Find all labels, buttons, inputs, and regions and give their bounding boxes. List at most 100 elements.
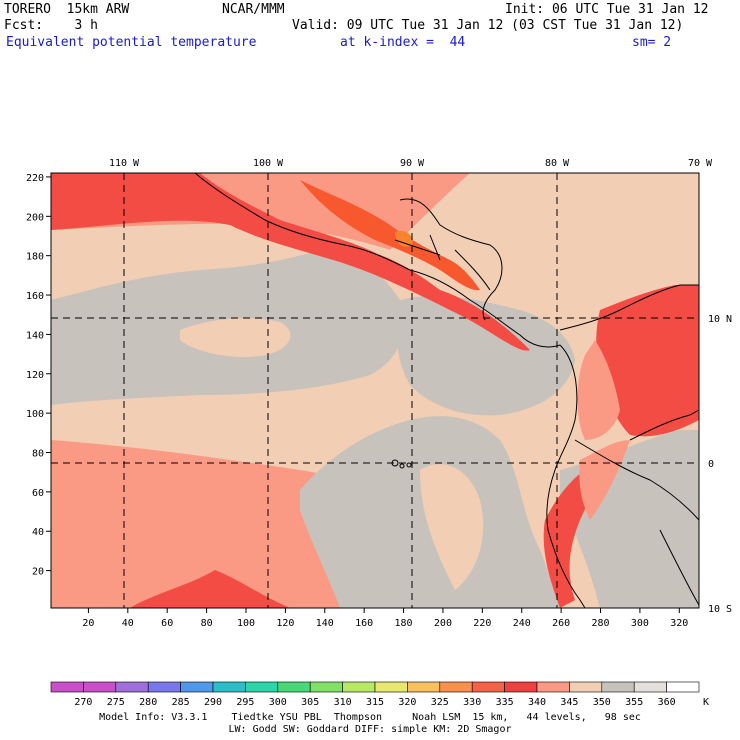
contour-350-pacific: [397, 295, 575, 416]
valid-time: Valid: 09 UTC Tue 31 Jan 12 (03 CST Tue …: [292, 18, 684, 33]
colorbar-label-355: 355: [625, 697, 643, 708]
lat-label-0: 0: [708, 459, 714, 470]
contour-340-peru: [579, 440, 630, 520]
coastline-caribbean: [399, 198, 503, 321]
y-tick-label-40: 40: [32, 527, 44, 538]
colorbar-label-310: 310: [334, 697, 352, 708]
x-tick-label-40: 40: [122, 618, 134, 629]
colorbar-swatch-6: [245, 681, 279, 693]
x-tick-label-20: 20: [82, 618, 94, 629]
x-tick-label-260: 260: [552, 618, 570, 629]
colorbar-label-290: 290: [204, 697, 222, 708]
colorbar-swatch-17: [601, 681, 635, 693]
lon-label-80w: 80 W: [545, 158, 570, 169]
contour-335-south: [130, 570, 290, 608]
colorbar-swatch-2: [115, 681, 149, 693]
colorbar-label-335: 335: [496, 697, 514, 708]
x-tick-label-240: 240: [513, 618, 531, 629]
border-central-america: [394, 234, 491, 291]
x-tick-label-180: 180: [395, 618, 413, 629]
x-tick-label-320: 320: [670, 618, 688, 629]
y-tick-label-140: 140: [26, 330, 44, 341]
y-tick-label-100: 100: [26, 409, 44, 420]
forecast-hour: Fcst: 3 h: [4, 18, 98, 33]
y-tick-label-80: 80: [32, 449, 44, 460]
contour-325-spot: [395, 230, 413, 247]
contour-345-wedge: [420, 464, 484, 590]
colorbar-swatch-16: [569, 681, 603, 693]
shaded-field: [51, 173, 699, 608]
y-tick-label-200: 200: [26, 212, 44, 223]
x-tick-label-200: 200: [434, 618, 452, 629]
colorbar-label-330: 330: [463, 697, 481, 708]
border-colombia-peru: [574, 439, 700, 521]
lon-label-110w: 110 W: [109, 158, 140, 169]
colorbar-swatch-3: [147, 681, 181, 693]
coastline-mexico: [194, 172, 561, 348]
level-label: at k-index = 44: [340, 35, 466, 50]
colorbar-label-280: 280: [139, 697, 157, 708]
field-name: Equivalent potential temperature: [6, 35, 257, 50]
colorbar-swatch-7: [277, 681, 311, 693]
colorbar-swatch-15: [536, 681, 570, 693]
colorbar-label-275: 275: [107, 697, 125, 708]
y-tick-label-220: 220: [26, 173, 44, 184]
x-tick-label-220: 220: [473, 618, 491, 629]
colorbar-label-315: 315: [366, 697, 384, 708]
y-tick-label-20: 20: [32, 567, 44, 578]
colorbar-swatch-12: [439, 681, 473, 693]
x-tick-label-120: 120: [276, 618, 294, 629]
x-grid-ticks: 20 40 60 80 100 120 140 160 180 200 220 240 260 280 30…: [82, 608, 688, 629]
x-tick-label-60: 60: [161, 618, 173, 629]
colorbar-swatch-8: [309, 681, 343, 693]
colorbar-swatch-19: [666, 681, 700, 693]
contour-330-central-america: [300, 180, 480, 291]
colorbar-swatch-11: [407, 681, 441, 693]
colorbar: 270 275 280 285 290 295 300 305 310 315 320 325 330 3…: [50, 681, 709, 708]
colorbar-swatch-5: [212, 681, 246, 693]
lat-label-10n: 10 N: [708, 314, 732, 325]
y-tick-label-160: 160: [26, 291, 44, 302]
y-grid-ticks: 20 40 60 80 100 120 140 160 180 200 220: [26, 173, 51, 578]
galapagos: [391, 459, 412, 469]
colorbar-label-360: 360: [658, 697, 676, 708]
colorbar-label-340: 340: [528, 697, 546, 708]
x-tick-label-80: 80: [201, 618, 213, 629]
colorbar-label-270: 270: [74, 697, 92, 708]
colorbar-unit: K: [703, 697, 709, 708]
model-info-line2: LW: Godd SW: Goddard DIFF: simple KM: 2D…: [228, 724, 512, 735]
colorbar-label-305: 305: [301, 697, 319, 708]
colorbar-label-320: 320: [398, 697, 416, 708]
contour-335-colombia: [596, 285, 699, 437]
colorbar-label-285: 285: [172, 697, 190, 708]
x-tick-label-140: 140: [316, 618, 334, 629]
y-tick-label-120: 120: [26, 370, 44, 381]
y-tick-label-60: 60: [32, 488, 44, 499]
contour-335-mexico: [51, 173, 530, 351]
colorbar-label-350: 350: [593, 697, 611, 708]
colorbar-label-345: 345: [560, 697, 578, 708]
colorbar-swatch-4: [180, 681, 214, 693]
x-tick-label-300: 300: [631, 618, 649, 629]
model-title: TORERO 15km ARW: [4, 2, 130, 17]
plot-frame: [50, 172, 700, 609]
colorbar-swatch-9: [342, 681, 376, 693]
colorbar-label-295: 295: [236, 697, 254, 708]
colorbar-label-300: 300: [269, 697, 287, 708]
colorbar-label-325: 325: [431, 697, 449, 708]
x-tick-label-160: 160: [355, 618, 373, 629]
contour-345-inner: [180, 318, 291, 358]
colorbar-swatch-13: [471, 681, 505, 693]
coastlines: [194, 172, 700, 609]
colorbar-swatch-18: [633, 681, 667, 693]
y-tick-label-180: 180: [26, 252, 44, 263]
contour-335-northwest: [51, 173, 150, 222]
lon-label-100w: 100 W: [253, 158, 284, 169]
x-tick-label-100: 100: [237, 618, 255, 629]
coastline-south-america-north: [559, 284, 699, 331]
init-time: Init: 06 UTC Tue 31 Jan 12: [505, 2, 709, 17]
colorbar-swatch-1: [83, 681, 117, 693]
contour-335-peru: [543, 470, 591, 608]
lat-label-10s: 10 S: [708, 604, 732, 615]
